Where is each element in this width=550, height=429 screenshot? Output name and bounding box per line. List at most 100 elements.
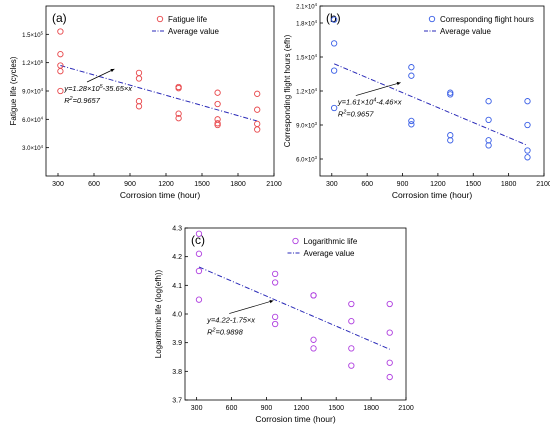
- y-tick-label: 3.9: [172, 340, 182, 347]
- data-point: [524, 147, 531, 154]
- y-tick-label: 6.0×104: [22, 115, 44, 123]
- panel-label: (b): [326, 11, 341, 25]
- data-point: [57, 51, 64, 58]
- y-tick-label: 4.1: [172, 283, 182, 290]
- data-point: [195, 296, 203, 303]
- data-point: [485, 116, 492, 124]
- data-point: [175, 115, 182, 122]
- data-point: [386, 359, 393, 366]
- data-point: [386, 329, 393, 336]
- panel-label: (c): [191, 233, 205, 247]
- x-tick-label: 900: [261, 405, 273, 412]
- r-squared: R2=0.9657: [64, 96, 100, 105]
- r-squared: R2=0.9898: [207, 328, 243, 337]
- data-point: [271, 313, 279, 321]
- data-point: [408, 64, 415, 71]
- x-axis-label: Corrosion time (hour): [255, 414, 335, 424]
- data-point: [310, 345, 317, 352]
- legend-marker: [156, 15, 164, 23]
- data-point: [271, 320, 279, 328]
- data-point: [135, 75, 143, 82]
- x-tick-label: 1800: [501, 181, 517, 188]
- x-tick-label: 1800: [363, 405, 379, 412]
- data-point: [254, 106, 261, 113]
- data-point: [485, 98, 492, 105]
- annotation-arrow: [86, 68, 115, 83]
- legend-label: Corresponding flight hours: [440, 15, 534, 24]
- chart-panel: 300 600 900 1200 1500 1800 2100 Corrosion time …: [9, 5, 282, 200]
- data-point: [214, 100, 221, 108]
- y-tick-label: 3.0×104: [22, 144, 44, 152]
- y-axis-label: Logarithmic life (log(efh)): [154, 269, 163, 358]
- y-tick-label: 1.2×105: [22, 59, 44, 67]
- data-point: [254, 90, 261, 97]
- fit-line: [60, 65, 258, 122]
- data-point: [524, 121, 531, 129]
- annotation-arrowhead: [110, 68, 115, 73]
- y-tick-label: 4.0: [172, 312, 182, 319]
- data-point: [524, 98, 531, 105]
- x-axis-label: Corrosion time (hour): [392, 190, 472, 200]
- x-tick-label: 900: [397, 181, 409, 188]
- x-tick-label: 300: [191, 405, 203, 412]
- legend-marker: [428, 15, 436, 23]
- x-tick-label: 1800: [230, 181, 246, 188]
- data-point: [447, 91, 454, 98]
- y-tick-label: 3.8: [172, 369, 182, 376]
- data-point: [348, 300, 355, 308]
- x-tick-label: 1500: [328, 405, 344, 412]
- data-point: [310, 292, 317, 299]
- y-tick-label: 1.2×104: [296, 87, 318, 95]
- legend-label: Fatigue life: [168, 15, 208, 24]
- x-tick-label: 1500: [194, 181, 210, 188]
- x-tick-label: 2100: [536, 181, 550, 188]
- data-point: [330, 16, 338, 23]
- chart-panel: 300 600 900 1200 1500 1800 2100 Corrosion time …: [154, 226, 414, 425]
- x-tick-label: 2100: [398, 405, 414, 412]
- y-tick-label: 1.5×104: [296, 53, 318, 61]
- y-tick-label: 4.3: [172, 226, 182, 233]
- plot-frame: [184, 227, 407, 401]
- data-point: [408, 121, 415, 128]
- data-point: [447, 137, 454, 144]
- y-tick-label: 6.0×103: [296, 155, 318, 163]
- annotation-arrow: [355, 82, 401, 96]
- data-point: [485, 137, 492, 144]
- data-point: [135, 98, 143, 105]
- y-tick-label: 1.8×104: [296, 19, 318, 27]
- annotation-arrow: [229, 300, 274, 314]
- x-tick-label: 300: [52, 181, 64, 188]
- data-point: [214, 120, 221, 127]
- x-tick-label: 600: [88, 181, 100, 188]
- data-point: [330, 104, 338, 112]
- x-axis-label: Corrosion time (hour): [120, 190, 200, 200]
- fit-equation: y=1.28×105-35.65×x: [63, 84, 132, 93]
- x-tick-label: 600: [226, 405, 238, 412]
- r-squared: R2=0.9657: [338, 110, 374, 119]
- legend-label: Average value: [440, 27, 492, 36]
- x-tick-label: 1500: [465, 181, 481, 188]
- data-point: [348, 318, 355, 325]
- data-point: [386, 300, 393, 308]
- legend-label: Logarithmic life: [304, 237, 358, 246]
- fit-equation: y=1.61×104-4.46×x: [337, 98, 402, 107]
- y-tick-label: 9.0×103: [296, 121, 318, 129]
- data-point: [447, 132, 454, 139]
- y-tick-label: 2.1×104: [296, 2, 318, 10]
- x-tick-label: 1200: [294, 405, 310, 412]
- data-point: [254, 120, 261, 128]
- y-tick-label: 1.5×105: [22, 30, 44, 38]
- x-tick-label: 900: [124, 181, 136, 188]
- data-point: [214, 89, 221, 96]
- fit-equation: y=4.22-1.75×x: [206, 316, 255, 325]
- data-point: [195, 250, 203, 257]
- data-point: [524, 154, 531, 161]
- data-point: [195, 230, 203, 237]
- data-point: [57, 87, 64, 95]
- x-tick-label: 2100: [266, 181, 282, 188]
- data-point: [408, 72, 415, 79]
- fit-line: [333, 63, 528, 146]
- x-tick-label: 600: [361, 181, 373, 188]
- data-point: [214, 121, 221, 129]
- x-tick-label: 1200: [158, 181, 174, 188]
